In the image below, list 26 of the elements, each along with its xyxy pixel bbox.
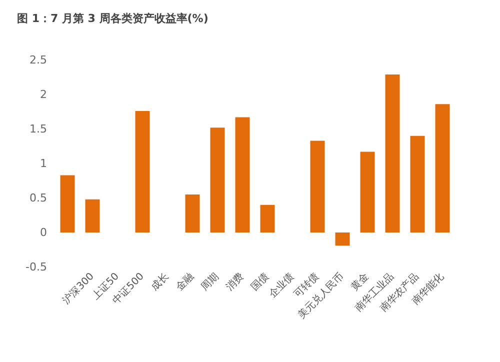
bar <box>335 232 350 246</box>
bar <box>85 199 100 232</box>
bar <box>235 117 250 232</box>
x-tick-label: 成长 <box>148 270 172 294</box>
y-tick-label: 2.5 <box>30 54 47 66</box>
y-tick-label: 1 <box>40 157 47 170</box>
y-tick-label: -0.5 <box>26 260 47 274</box>
bar <box>385 74 400 232</box>
bar <box>185 194 200 232</box>
y-tick-label: 0 <box>40 226 47 239</box>
bar <box>210 128 225 232</box>
bar <box>135 111 150 232</box>
y-tick-label: 1.5 <box>30 122 47 136</box>
y-tick-label: 0.5 <box>30 192 47 204</box>
bar <box>435 104 450 232</box>
x-tick-label: 周期 <box>198 270 222 294</box>
y-tick-label: 2 <box>40 88 47 101</box>
bar <box>360 152 375 232</box>
x-tick-label: 金融 <box>174 270 196 294</box>
bar <box>60 175 75 232</box>
bar <box>410 136 425 232</box>
x-tick-label: 消费 <box>224 270 246 294</box>
chart-title: 图 1：7 月第 3 周各类资产收益率(%) <box>17 12 208 25</box>
x-tick-label: 国债 <box>249 271 272 294</box>
bar <box>310 140 325 232</box>
bar <box>260 204 275 232</box>
